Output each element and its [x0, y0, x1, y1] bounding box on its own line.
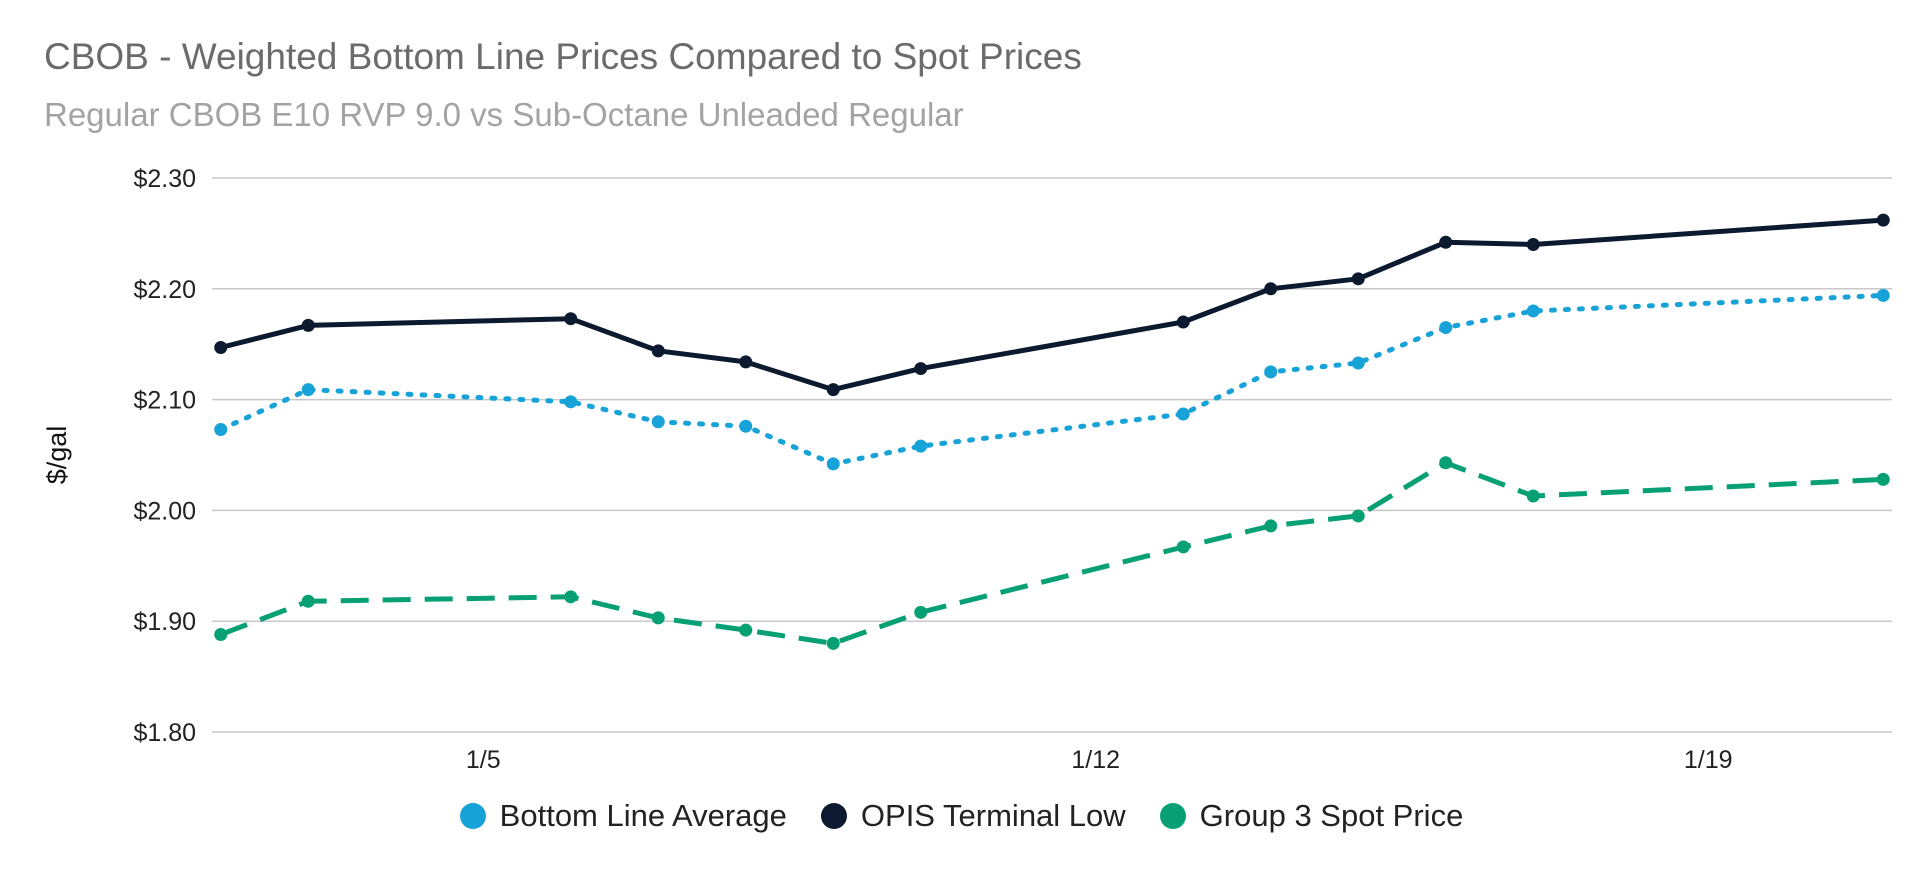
y-tick-label: $1.90 [133, 608, 196, 636]
data-point[interactable] [914, 362, 928, 376]
data-point[interactable] [301, 318, 315, 332]
y-axis-ticks: $1.80 $1.90 $2.00 $2.10 $2.20 $2.30 [133, 165, 196, 747]
y-tick-label: $2.30 [133, 165, 196, 193]
data-point[interactable] [826, 383, 840, 397]
data-point[interactable] [1526, 304, 1540, 318]
data-point[interactable] [739, 355, 753, 369]
data-point[interactable] [1351, 509, 1365, 523]
x-tick-label: 1/5 [466, 746, 501, 774]
data-point[interactable] [1264, 519, 1278, 533]
data-point[interactable] [914, 605, 928, 619]
data-point[interactable] [739, 623, 753, 637]
data-point[interactable] [1876, 288, 1890, 302]
data-point[interactable] [214, 627, 228, 641]
x-tick-label: 1/19 [1684, 746, 1733, 774]
data-point[interactable] [1351, 356, 1365, 370]
data-point[interactable] [1876, 213, 1890, 227]
y-tick-label: $2.00 [133, 497, 196, 525]
y-tick-label: $2.20 [133, 276, 196, 304]
line-chart: $1.80$1.90$2.00$2.10$2.20$2.30 1/5 1/12 1/… [42, 165, 1892, 774]
y-axis-title: $/gal [42, 426, 72, 485]
data-point[interactable] [1176, 540, 1190, 554]
data-point[interactable] [1176, 407, 1190, 421]
data-point[interactable] [564, 590, 578, 604]
x-tick-label: 1/12 [1071, 746, 1120, 774]
data-point[interactable] [1439, 235, 1453, 249]
legend: Bottom Line Average OPIS Terminal Low Grou… [0, 798, 1923, 834]
data-point[interactable] [651, 344, 665, 358]
data-point[interactable] [826, 457, 840, 471]
legend-swatch [459, 803, 486, 829]
data-point[interactable] [1526, 489, 1540, 503]
chart-subtitle: Regular CBOB E10 RVP 9.0 vs Sub-Octane U… [44, 96, 964, 133]
data-point[interactable] [1876, 472, 1890, 486]
data-point[interactable] [1351, 272, 1365, 286]
chart-title: CBOB - Weighted Bottom Line Prices Compa… [44, 36, 1082, 77]
series-line [219, 460, 1884, 646]
data-point[interactable] [214, 341, 228, 355]
data-point[interactable] [826, 636, 840, 650]
data-point[interactable] [914, 439, 928, 453]
x-axis-ticks: 1/5 1/12 1/19 [466, 746, 1733, 774]
legend-item[interactable]: Group 3 Spot Price [1159, 798, 1464, 834]
data-point[interactable] [651, 611, 665, 625]
data-point[interactable] [739, 419, 753, 433]
data-point[interactable] [214, 423, 228, 437]
data-point[interactable] [1439, 456, 1453, 470]
series-opis-terminal-low [214, 213, 1890, 397]
gridlines [212, 177, 1892, 733]
data-point[interactable] [564, 312, 578, 326]
legend-label: Group 3 Spot Price [1199, 798, 1464, 833]
data-point[interactable] [1264, 282, 1278, 296]
legend-label: Bottom Line Average [499, 798, 787, 833]
y-tick-label: $1.80 [133, 719, 196, 747]
data-point[interactable] [301, 594, 315, 608]
data-point[interactable] [301, 383, 315, 397]
data-point[interactable] [1439, 321, 1453, 335]
series-lines [214, 213, 1890, 650]
data-point[interactable] [651, 415, 665, 429]
series-group-3-spot-price [214, 456, 1890, 650]
legend-label: OPIS Terminal Low [860, 798, 1126, 833]
y-tick-label: $2.10 [133, 387, 196, 415]
legend-swatch [820, 803, 847, 829]
data-point[interactable] [1176, 315, 1190, 329]
legend-item[interactable]: Bottom Line Average [459, 798, 787, 834]
series-bottom-line-average [214, 288, 1890, 471]
data-point[interactable] [1526, 237, 1540, 251]
data-point[interactable] [564, 395, 578, 409]
legend-item[interactable]: OPIS Terminal Low [820, 798, 1126, 834]
data-point[interactable] [1264, 365, 1278, 379]
legend-swatch [1159, 803, 1186, 829]
